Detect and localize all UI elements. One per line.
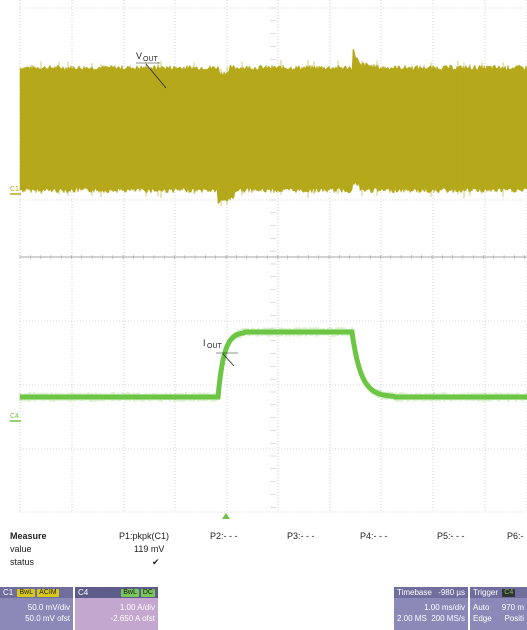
c1-coupling-tag: ACIM bbox=[37, 589, 59, 597]
trigger-mode: Auto bbox=[473, 603, 490, 612]
measure-p2-label[interactable]: P2:- - - bbox=[210, 531, 238, 541]
timebase-title: Timebase bbox=[397, 588, 432, 597]
trigger-position-marker[interactable] bbox=[222, 513, 230, 519]
measure-title: Measure bbox=[10, 531, 47, 541]
iout-line bbox=[20, 329, 527, 400]
trigger-type-row: Edge Positi bbox=[470, 613, 527, 624]
measure-p1-status: ✔ bbox=[152, 557, 160, 567]
vout-label: V bbox=[136, 51, 142, 61]
scope-display: V OUT I OUT C1 C4 bbox=[10, 0, 527, 519]
iout-trace bbox=[19, 327, 527, 402]
iout-annotation: I OUT bbox=[203, 338, 238, 367]
measure-p5-label[interactable]: P5:- - - bbox=[437, 531, 465, 541]
c4-scale: 1.00 A/div bbox=[119, 603, 155, 612]
waveform-area: V OUT I OUT C1 C4 bbox=[10, 0, 527, 519]
measure-p3-label[interactable]: P3:- - - bbox=[287, 531, 315, 541]
trigger-type: Edge bbox=[473, 614, 492, 623]
c4-descriptor[interactable]: C4 BwL DC 1.00 A/div -2.650 A ofst bbox=[75, 587, 158, 630]
trigger-header: Trigger C4 bbox=[470, 587, 527, 598]
c4-name: C4 bbox=[78, 588, 89, 597]
vout-annotation: V OUT bbox=[136, 51, 167, 89]
c4-ground-marker[interactable]: C4 bbox=[10, 413, 21, 422]
trigger-mode-row: Auto 970 m bbox=[470, 602, 527, 613]
trigger-slope: Positi bbox=[504, 614, 524, 623]
vout-band bbox=[19, 48, 527, 204]
c4-bandwidth-tag: BwL bbox=[121, 589, 139, 597]
trigger-descriptor[interactable]: Trigger C4 Auto 970 m Edge Positi bbox=[470, 587, 527, 630]
timebase-header: Timebase -980 µs bbox=[394, 587, 468, 598]
measure-row-value: value bbox=[10, 544, 32, 554]
iout-subscript: OUT bbox=[207, 343, 223, 350]
timebase-descriptor[interactable]: Timebase -980 µs 1.00 ms/div 2.00 MS 200… bbox=[394, 587, 468, 630]
c1-bandwidth-tag: BwL bbox=[17, 589, 36, 597]
c1-header: C1 BwL ACIM bbox=[0, 587, 73, 598]
c4-offset: -2.650 A ofst bbox=[110, 614, 155, 623]
svg-text:C1: C1 bbox=[10, 186, 19, 193]
c1-ground-marker[interactable]: C1 bbox=[10, 186, 21, 195]
trigger-title: Trigger bbox=[473, 588, 499, 597]
trigger-source-tag: C4 bbox=[502, 589, 516, 597]
measure-p6-label[interactable]: P6:- bbox=[507, 531, 524, 541]
iout-label: I bbox=[203, 338, 206, 348]
svg-text:C4: C4 bbox=[10, 413, 19, 420]
timebase-per-div: 1.00 ms/div bbox=[424, 603, 465, 612]
measure-table: Measure value status P1:pkpk(C1) 119 mV … bbox=[0, 528, 527, 578]
timebase-delay: -980 µs bbox=[438, 588, 465, 597]
c1-offset: 50.0 mV ofst bbox=[25, 614, 70, 623]
measure-row-status: status bbox=[10, 557, 35, 567]
c1-scale: 50.0 mV/div bbox=[27, 603, 70, 612]
vout-subscript: OUT bbox=[143, 56, 159, 63]
timebase-samples: 2.00 MS bbox=[397, 614, 427, 623]
c4-coupling-tag: DC bbox=[140, 589, 155, 597]
measure-p1-value: 119 mV bbox=[134, 544, 165, 554]
c4-header: C4 BwL DC bbox=[75, 587, 158, 598]
measure-p4-label[interactable]: P4:- - - bbox=[360, 531, 388, 541]
c1-descriptor[interactable]: C1 BwL ACIM 50.0 mV/div 50.0 mV ofst bbox=[0, 587, 73, 630]
vout-trace bbox=[19, 48, 527, 207]
trigger-level: 970 m bbox=[501, 603, 524, 612]
timebase-sampling: 2.00 MS 200 MS/s bbox=[394, 613, 468, 624]
measure-p1-label[interactable]: P1:pkpk(C1) bbox=[119, 531, 170, 541]
c1-name: C1 bbox=[3, 588, 14, 597]
timebase-rate: 200 MS/s bbox=[431, 614, 465, 623]
